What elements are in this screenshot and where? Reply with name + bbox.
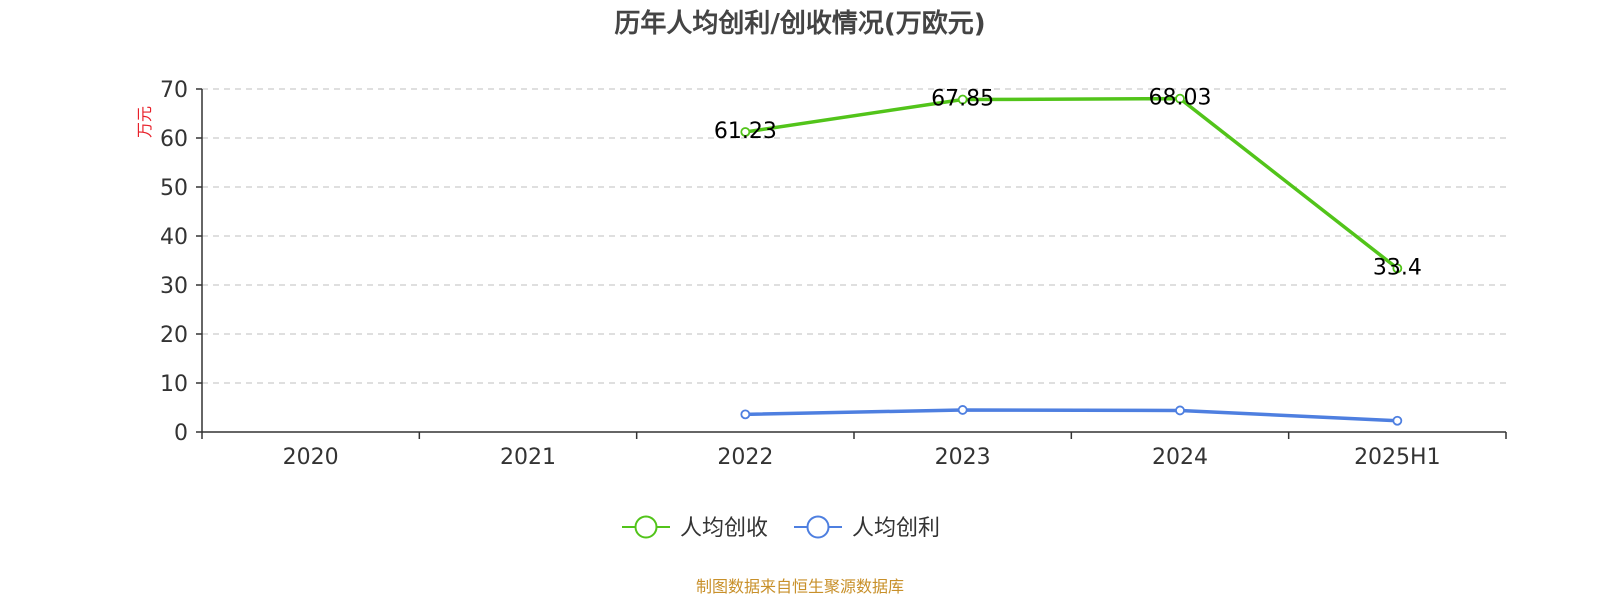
legend-label: 人均创收 [680, 516, 768, 541]
x-tick-label: 2020 [283, 445, 339, 470]
x-tick-label: 2022 [717, 445, 773, 470]
y-tick-label: 10 [160, 372, 188, 397]
x-tick-label: 2024 [1152, 445, 1208, 470]
y-tick-label: 60 [160, 127, 188, 152]
data-point[interactable] [957, 405, 968, 415]
legend[interactable]: 人均创收 人均创利 [622, 515, 940, 541]
y-tick-label: 0 [174, 421, 188, 446]
data-label: 33.4 [1373, 255, 1422, 280]
y-tick-label: 40 [160, 225, 188, 250]
y-tick-label: 50 [160, 176, 188, 201]
series-2 [740, 405, 1403, 426]
data-label: 68.03 [1149, 86, 1212, 111]
data-point[interactable] [1392, 415, 1403, 426]
chart-title: 历年人均创利/创收情况(万欧元) [614, 8, 985, 39]
data-label: 67.85 [931, 87, 994, 112]
data-point[interactable] [740, 409, 751, 420]
data-point[interactable] [1175, 93, 1185, 104]
legend-item[interactable]: 人均创收 [622, 515, 768, 541]
data-point[interactable] [957, 94, 968, 105]
gridlines [202, 88, 1506, 384]
data-point[interactable] [1392, 263, 1403, 274]
legend-circle-icon [806, 515, 830, 539]
legend-label: 人均创利 [852, 516, 940, 541]
series-line [745, 408, 1398, 423]
series-line [745, 96, 1399, 270]
y-tick-label: 20 [160, 323, 188, 348]
series-layer: 61.23 67.85 68.03 33.4 [714, 86, 1422, 426]
axes: 0 10 20 30 40 50 60 70 2020 2021 2022 2023 2024 2025H… [160, 78, 1507, 470]
series-1: 61.23 67.85 68.03 33.4 [714, 86, 1422, 281]
source-note: 制图数据来自恒生聚源数据库 [696, 577, 904, 596]
x-tick-label: 2025H1 [1354, 445, 1441, 470]
legend-circle-icon [634, 515, 658, 539]
y-tick-label: 30 [160, 274, 188, 299]
x-tick-label: 2021 [500, 445, 556, 470]
legend-item[interactable]: 人均创利 [794, 515, 940, 541]
x-tick-label: 2023 [935, 445, 991, 470]
data-point[interactable] [740, 127, 751, 137]
data-point[interactable] [1175, 405, 1185, 416]
y-axis-label: 万元 [135, 106, 154, 138]
y-tick-label: 70 [160, 78, 188, 103]
data-label: 61.23 [714, 119, 777, 144]
